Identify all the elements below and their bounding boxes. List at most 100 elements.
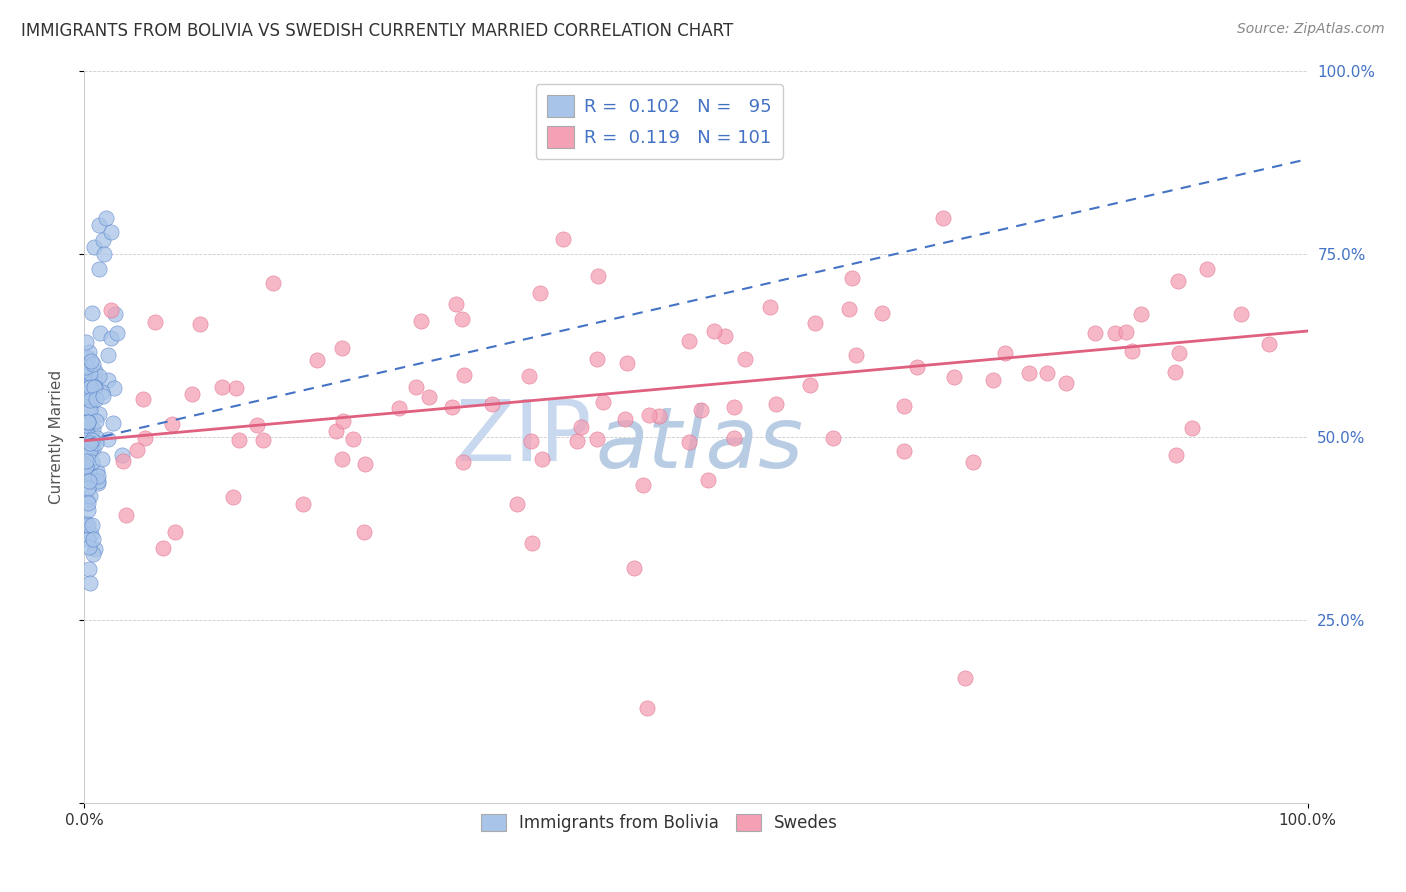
Point — [77, 345, 100, 359]
Point — [104, 307, 127, 321]
Point — [616, 356, 638, 370]
Point — [91, 389, 114, 403]
Point — [845, 348, 868, 362]
Point — [228, 433, 250, 447]
Point — [520, 434, 543, 449]
Point — [79, 471, 101, 485]
Point — [83, 379, 105, 393]
Point — [83, 240, 105, 254]
Point — [77, 517, 100, 532]
Point — [80, 306, 103, 320]
Point — [1018, 367, 1040, 381]
Point — [354, 457, 377, 471]
Point — [101, 417, 124, 431]
Point — [586, 351, 609, 366]
Point — [446, 296, 468, 310]
Point — [131, 392, 153, 406]
Point — [1129, 307, 1152, 321]
Text: ZIP: ZIP — [456, 395, 592, 479]
Point — [79, 380, 101, 394]
Point — [93, 247, 115, 261]
Point — [1181, 421, 1204, 435]
Point — [799, 377, 821, 392]
Point — [79, 576, 101, 591]
Point — [103, 381, 125, 395]
Point — [77, 415, 100, 429]
Point — [623, 561, 645, 575]
Point — [453, 368, 475, 383]
Point — [82, 533, 104, 547]
Point — [97, 373, 120, 387]
Point — [1035, 366, 1057, 380]
Point — [305, 352, 328, 367]
Point — [330, 341, 353, 355]
Point — [79, 435, 101, 450]
Point — [893, 399, 915, 413]
Point — [84, 414, 107, 428]
Point — [79, 402, 101, 417]
Point — [75, 458, 97, 473]
Point — [143, 315, 166, 329]
Legend: Immigrants from Bolivia, Swedes: Immigrants from Bolivia, Swedes — [474, 807, 845, 838]
Point — [678, 334, 700, 348]
Point — [79, 393, 101, 408]
Point — [586, 432, 609, 446]
Point — [84, 364, 107, 378]
Point — [160, 417, 183, 431]
Point — [115, 508, 138, 522]
Point — [723, 431, 745, 445]
Point — [87, 218, 110, 232]
Point — [77, 465, 100, 479]
Point — [77, 540, 100, 554]
Point — [82, 357, 104, 371]
Point — [87, 368, 110, 383]
Point — [83, 380, 105, 394]
Point — [77, 503, 100, 517]
Point — [981, 373, 1004, 387]
Point — [932, 211, 955, 225]
Point — [75, 430, 97, 444]
Point — [75, 516, 97, 530]
Point — [79, 372, 101, 386]
Text: atlas: atlas — [596, 403, 804, 486]
Point — [841, 271, 863, 285]
Point — [211, 380, 233, 394]
Point — [86, 475, 108, 489]
Point — [638, 408, 661, 422]
Point — [77, 384, 100, 399]
Point — [91, 385, 114, 400]
Point — [87, 261, 110, 276]
Point — [79, 366, 101, 380]
Point — [1167, 274, 1189, 288]
Point — [690, 402, 713, 417]
Point — [943, 370, 966, 384]
Point — [86, 431, 108, 445]
Point — [531, 451, 554, 466]
Point — [551, 232, 574, 246]
Text: IMMIGRANTS FROM BOLIVIA VS SWEDISH CURRENTLY MARRIED CORRELATION CHART: IMMIGRANTS FROM BOLIVIA VS SWEDISH CURRE… — [21, 22, 734, 40]
Point — [79, 376, 101, 390]
Point — [86, 464, 108, 478]
Point — [96, 211, 118, 225]
Point — [77, 481, 100, 495]
Point — [648, 409, 671, 423]
Point — [962, 455, 984, 469]
Point — [134, 431, 156, 445]
Point — [86, 436, 108, 450]
Point — [765, 397, 787, 411]
Point — [76, 424, 98, 438]
Point — [111, 454, 134, 468]
Point — [87, 475, 110, 490]
Point — [451, 455, 474, 469]
Point — [76, 369, 98, 384]
Point — [1230, 307, 1253, 321]
Point — [89, 326, 111, 340]
Point — [405, 380, 427, 394]
Point — [804, 316, 827, 330]
Point — [76, 433, 98, 447]
Point — [713, 329, 735, 343]
Point — [77, 415, 100, 429]
Point — [77, 533, 100, 547]
Point — [79, 467, 101, 481]
Point — [636, 700, 658, 714]
